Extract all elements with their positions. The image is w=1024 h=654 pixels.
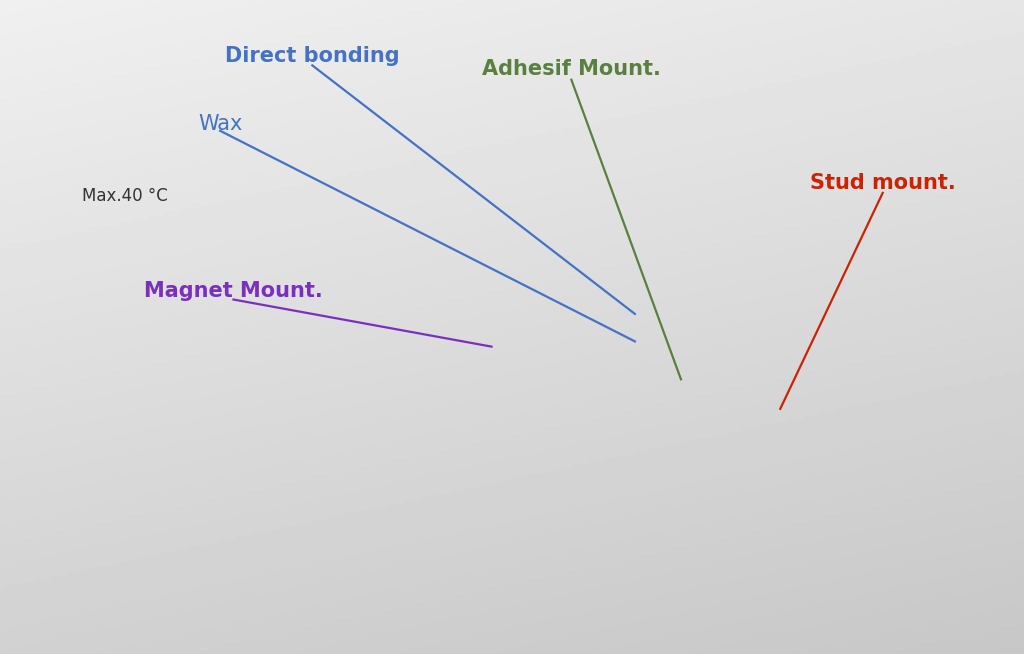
Text: Direct bonding: Direct bonding <box>225 46 399 65</box>
Text: Max.40 °C: Max.40 °C <box>82 187 168 205</box>
Text: Frequency: Frequency <box>900 623 993 641</box>
Text: Wax: Wax <box>198 114 243 134</box>
Text: Stud mount.: Stud mount. <box>810 173 955 193</box>
Text: Level
dB: Level dB <box>65 48 109 87</box>
Text: Magnet Mount.: Magnet Mount. <box>144 281 323 301</box>
Text: Adhesif Mount.: Adhesif Mount. <box>482 59 660 78</box>
